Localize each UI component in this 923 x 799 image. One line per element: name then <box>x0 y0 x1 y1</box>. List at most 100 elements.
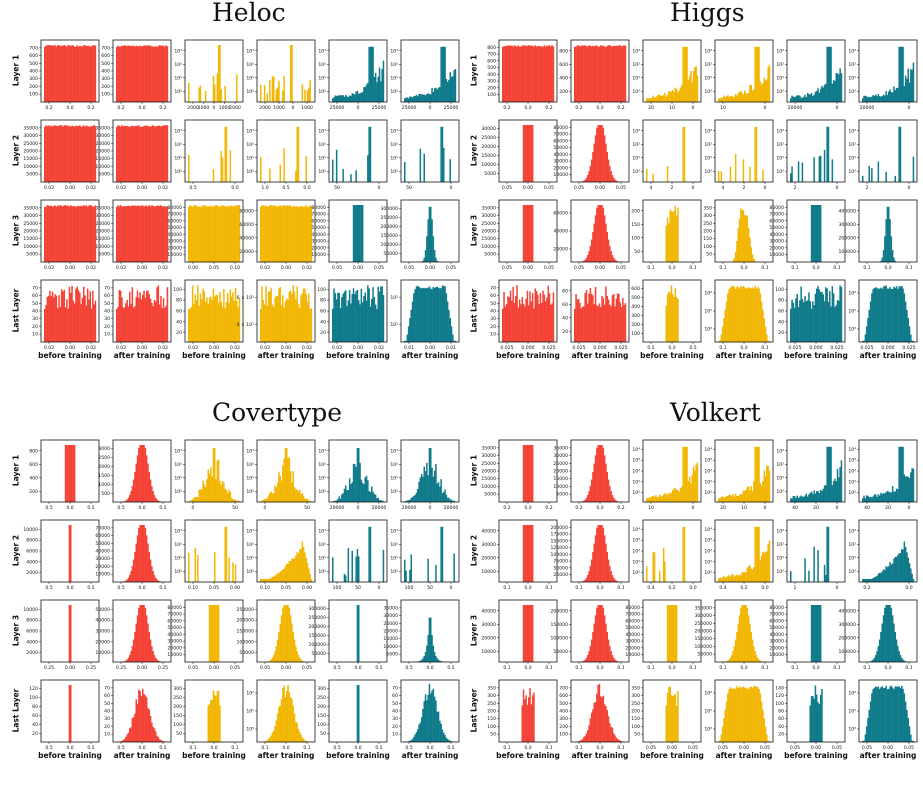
y-tick-label: 70000 <box>311 212 326 218</box>
histogram-bar <box>812 605 814 662</box>
y-tick-label: 60000 <box>553 211 568 217</box>
histogram-bar <box>129 575 131 582</box>
histogram-bar <box>594 135 597 182</box>
histogram-bar <box>263 206 266 262</box>
histogram-bar <box>360 205 363 262</box>
histogram-bar <box>886 206 889 262</box>
histogram-bar <box>283 205 285 262</box>
x-tick-label: 1000 <box>198 105 210 111</box>
y-tick-label: 10³ <box>246 448 254 454</box>
histogram-bar <box>430 693 432 742</box>
histogram-bar <box>279 286 281 342</box>
histogram-bar <box>339 498 342 502</box>
histogram-bar <box>906 709 908 742</box>
histogram-bar <box>355 170 357 182</box>
histogram-bar <box>280 699 283 742</box>
histogram-bar <box>613 177 615 182</box>
histogram-bar <box>118 46 121 102</box>
histogram-bar <box>598 605 601 662</box>
histogram-bar <box>420 659 423 662</box>
y-tick-label: 40 <box>778 319 784 325</box>
histogram-bar <box>732 574 734 582</box>
histogram-bar <box>309 573 311 582</box>
y-tick-label: 60 <box>176 309 182 315</box>
histogram-bar <box>894 90 896 102</box>
column-label: after training <box>571 351 629 360</box>
histogram-bar <box>524 306 526 342</box>
histogram-bar <box>589 486 592 502</box>
histogram-bar <box>54 205 56 262</box>
histogram-bar <box>236 205 238 262</box>
histogram-bar <box>162 206 165 262</box>
histogram-bar <box>610 491 612 502</box>
y-tick-label: 50000 <box>769 625 784 631</box>
histogram-bar <box>76 45 78 102</box>
histogram-bar <box>129 655 131 662</box>
histogram-bar <box>766 734 768 742</box>
histogram-bar <box>301 293 304 342</box>
axes-frame <box>786 119 846 183</box>
histogram-bar <box>731 574 733 582</box>
x-tick-label: 0.0 <box>596 505 603 511</box>
histogram-bar <box>611 175 614 182</box>
histogram-bar <box>229 491 232 502</box>
histogram-bar <box>55 206 58 262</box>
histogram-bar <box>53 125 55 182</box>
x-tick-label: 0.05 <box>718 745 728 751</box>
histogram-bar <box>907 557 909 582</box>
y-tick-label: 60000 <box>769 218 784 224</box>
histogram-bar <box>862 579 864 582</box>
histogram-bar <box>46 126 49 182</box>
histogram-bar <box>261 205 263 262</box>
x-tick-label: 0.5 <box>447 665 454 671</box>
histogram-bar <box>47 295 50 342</box>
y-tick-label: 400 <box>559 75 568 81</box>
histogram-bar <box>720 734 723 742</box>
histogram-bar <box>67 126 69 182</box>
histogram-bar <box>219 705 221 742</box>
y-tick-label: 10⁰ <box>390 569 398 575</box>
histogram-bar <box>877 494 880 502</box>
y-tick-label: 10000 <box>23 164 38 170</box>
histogram-bar <box>610 306 612 342</box>
histogram-bar <box>224 526 226 582</box>
histogram-bar <box>793 96 796 102</box>
y-tick-label: 400000 <box>838 208 856 214</box>
y-tick-label: 700 <box>487 52 496 58</box>
histogram-bar <box>746 288 749 342</box>
histogram-bar <box>873 494 876 502</box>
histogram-bar <box>884 285 886 342</box>
histogram-bar <box>68 125 71 182</box>
histogram-bar <box>584 292 586 342</box>
histogram-bar <box>188 82 190 102</box>
y-tick-label: 70000 <box>769 612 784 618</box>
histogram-bar <box>60 45 63 102</box>
histogram-bar <box>67 308 69 342</box>
y-tick-label: 100 <box>29 695 38 701</box>
y-tick-label: 30000 <box>481 126 496 132</box>
y-tick-label: 20000 <box>95 564 110 570</box>
histogram-bar <box>895 686 898 742</box>
histogram-bar <box>230 296 233 342</box>
histogram-bar <box>337 95 339 102</box>
histogram-bar <box>198 489 200 502</box>
x-tick-label: 0.1 <box>545 745 552 751</box>
histogram-bar <box>260 308 262 342</box>
histogram-bar <box>619 302 621 342</box>
histogram-bar <box>126 206 128 262</box>
histogram-bar <box>592 295 594 342</box>
histogram-bar <box>278 706 280 742</box>
histogram-bar <box>760 485 763 502</box>
histogram-bar <box>587 655 589 662</box>
y-tick-label: 30000 <box>95 556 110 562</box>
histogram-bar <box>507 296 509 342</box>
histogram-bar <box>76 286 78 342</box>
histogram-bar <box>758 659 760 662</box>
histogram-bar <box>790 308 792 342</box>
histogram-bar <box>208 473 211 502</box>
histogram-bar <box>912 740 915 742</box>
histogram-bar <box>352 93 355 102</box>
histogram-bar <box>417 729 419 742</box>
